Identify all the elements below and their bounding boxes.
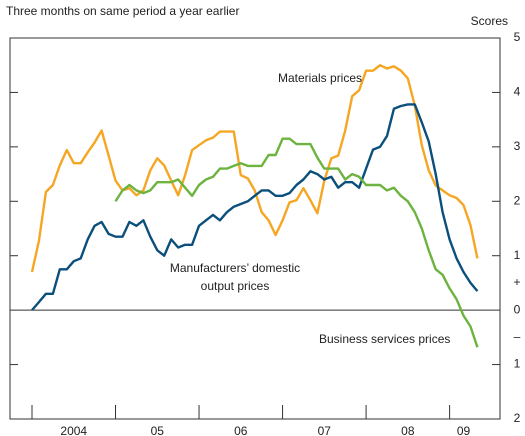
- series-label: Manufacturers’ domestic output prices: [169, 261, 301, 293]
- y2-label: Scores: [471, 14, 508, 28]
- subtitle: Three months on same period a year earli…: [6, 4, 239, 18]
- axis-sign: –: [514, 330, 521, 344]
- x-tick-label: 08: [401, 424, 415, 436]
- series-label: Materials prices: [278, 71, 363, 85]
- y-tick-label: 4: [514, 85, 521, 99]
- x-tick-label: 07: [318, 424, 332, 436]
- x-tick-label: 2004: [60, 424, 87, 436]
- y-tick-label: 3: [514, 139, 521, 153]
- y-tick-label: 2: [514, 193, 521, 207]
- series-line: [31, 103, 479, 311]
- x-tick-label: 09: [457, 424, 471, 436]
- series-line: [30, 64, 479, 273]
- x-tick-label: 06: [234, 424, 248, 436]
- axis-sign: +: [513, 275, 520, 289]
- y-tick-label: 0: [514, 302, 521, 316]
- y-tick-label: 1: [514, 248, 521, 262]
- y-tick-label: 2: [514, 411, 521, 425]
- y-tick-label: 1: [514, 357, 521, 371]
- y-tick-label: 5: [514, 30, 521, 44]
- series-line: [114, 137, 479, 348]
- series-label: Business services prices: [319, 332, 451, 346]
- x-tick-label: 05: [151, 424, 165, 436]
- plot-frame: [9, 37, 501, 420]
